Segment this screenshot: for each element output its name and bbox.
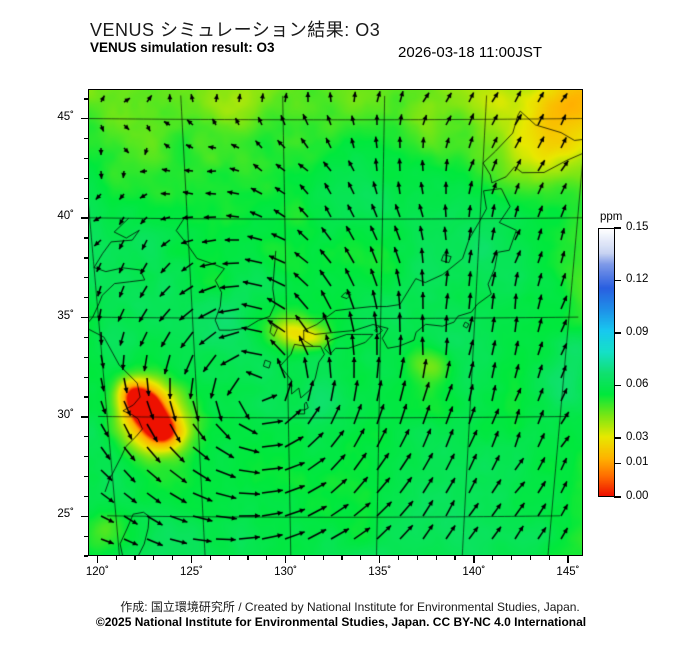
footer-license: ©2025 National Institute for Environment…	[0, 615, 700, 629]
axis-tick-major-latitude	[81, 118, 88, 120]
axis-tick-minor-longitude	[322, 556, 324, 560]
axis-tick-minor-latitude	[84, 177, 88, 179]
axis-tick-minor-latitude	[84, 456, 88, 458]
axis-tick-minor-longitude	[303, 556, 306, 560]
axis-tick-minor-longitude	[360, 556, 362, 560]
colorbar-tick-label: 0.12	[626, 273, 649, 286]
axis-tick-major-latitude	[81, 217, 88, 219]
axis-label-latitude: 30˚	[57, 408, 74, 421]
chart-header: VENUS シミュレーション結果: O3 VENUS simulation re…	[0, 0, 700, 80]
axis-tick-minor-latitude	[84, 197, 88, 199]
footer-credit: 作成: 国立環境研究所 / Created by National Instit…	[120, 600, 580, 614]
ozone-heatmap-canvas	[89, 90, 582, 555]
axis-tick-minor-longitude	[397, 556, 400, 560]
axis-label-longitude: 135˚	[368, 566, 392, 578]
colorbar-tick-label: 0.00	[626, 490, 649, 502]
axis-label-latitude: 35˚	[57, 309, 74, 322]
axis-label-longitude: 120˚	[85, 566, 109, 578]
axis-tick-minor-longitude	[266, 556, 268, 560]
axis-tick-minor-latitude	[84, 157, 88, 160]
simulation-timestamp: 2026-03-18 11:00JST	[398, 44, 542, 61]
axis-tick-minor-longitude	[209, 556, 211, 560]
axis-tick-minor-latitude	[84, 336, 88, 338]
axis-tick-minor-latitude	[84, 98, 88, 100]
axis-tick-minor-latitude	[84, 297, 88, 299]
axis-tick-minor-longitude	[435, 556, 437, 560]
axis-tick-minor-longitude	[510, 556, 513, 560]
axis-label-longitude: 140˚	[462, 566, 486, 578]
page-title-english: VENUS simulation result: O3	[90, 40, 275, 55]
axis-tick-minor-latitude	[84, 475, 88, 478]
axis-tick-major-longitude	[567, 556, 569, 563]
axis-tick-minor-latitude	[84, 277, 88, 279]
axis-label-longitude: 130˚	[274, 566, 298, 578]
axis-tick-minor-latitude	[84, 396, 88, 398]
axis-tick-major-latitude	[81, 515, 88, 517]
axis-tick-minor-longitude	[548, 556, 550, 560]
axis-tick-minor-latitude	[84, 138, 88, 140]
axis-tick-minor-latitude	[84, 555, 88, 557]
axis-label-latitude: 45˚	[57, 110, 74, 123]
axis-tick-minor-latitude	[84, 257, 88, 259]
axis-tick-minor-latitude	[84, 535, 88, 537]
axis-tick-major-longitude	[96, 556, 99, 563]
axis-tick-minor-longitude	[416, 556, 418, 560]
axis-tick-major-latitude	[81, 416, 88, 418]
axis-label-longitude: 145˚	[556, 566, 580, 578]
colorbar-tick-label: 0.06	[626, 378, 649, 391]
axis-tick-major-longitude	[284, 556, 287, 563]
colorbar-unit-label: ppm	[600, 211, 623, 223]
colorbar-tick-label: 0.09	[626, 325, 649, 338]
colorbar-tick-label: 0.03	[626, 430, 649, 443]
colorbar-tick	[614, 227, 621, 229]
axis-label-longitude: 125˚	[180, 566, 204, 578]
axis-tick-minor-latitude	[84, 376, 88, 378]
axis-tick-minor-longitude	[153, 556, 155, 560]
axis-tick-minor-longitude	[492, 556, 494, 560]
colorbar-tick	[614, 384, 621, 387]
axis-tick-minor-longitude	[341, 556, 343, 560]
axis-tick-minor-longitude	[115, 556, 117, 560]
axis-tick-major-longitude	[379, 556, 381, 563]
colorbar-tick	[614, 496, 621, 498]
page-title-japanese: VENUS シミュレーション結果: O3	[90, 20, 381, 40]
axis-tick-major-longitude	[190, 556, 193, 563]
colorbar-tick	[614, 437, 621, 439]
axis-label-latitude: 25˚	[57, 508, 74, 521]
axis-tick-minor-latitude	[84, 356, 88, 358]
axis-tick-minor-longitude	[172, 556, 174, 560]
axis-tick-minor-longitude	[134, 556, 136, 560]
colorbar-tick	[614, 332, 621, 334]
axis-tick-minor-longitude	[529, 556, 531, 560]
axis-tick-major-longitude	[473, 556, 475, 563]
axis-tick-minor-longitude	[228, 556, 230, 560]
colorbar	[598, 228, 615, 497]
axis-tick-minor-latitude	[84, 237, 88, 239]
axis-tick-minor-longitude	[454, 556, 456, 560]
colorbar-tick-label: 0.15	[626, 221, 649, 233]
axis-tick-major-latitude	[81, 316, 88, 319]
axis-label-latitude: 40˚	[57, 210, 74, 223]
colorbar-tick	[614, 279, 621, 282]
axis-tick-minor-latitude	[84, 436, 88, 438]
colorbar-tick-label: 0.01	[626, 456, 649, 469]
axis-tick-minor-longitude	[247, 556, 249, 560]
colorbar-gradient	[599, 229, 614, 496]
footer-license-text: ©2025 National Institute for Environment…	[95, 615, 587, 629]
ozone-map-plot	[88, 89, 583, 556]
colorbar-tick	[614, 462, 621, 465]
axis-tick-minor-latitude	[84, 495, 88, 497]
